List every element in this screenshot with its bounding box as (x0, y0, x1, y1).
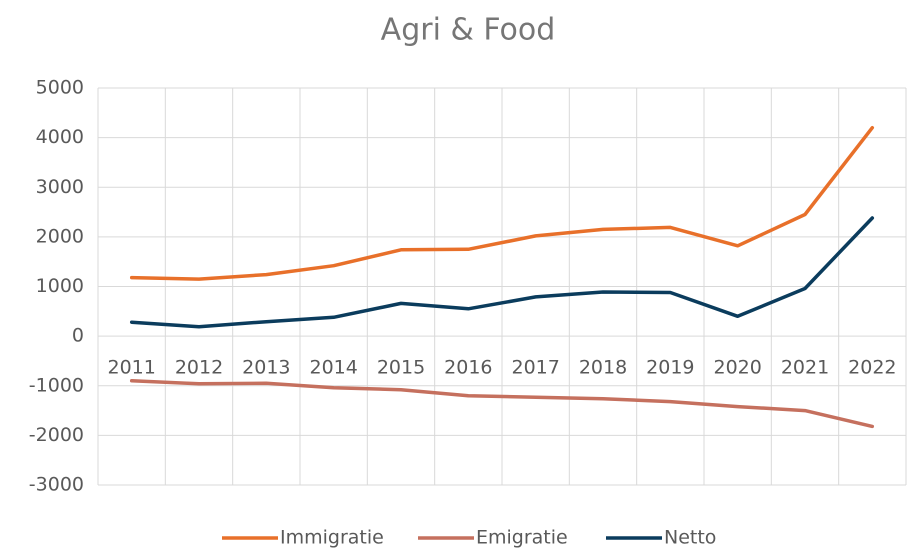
y-tick-label: -1000 (29, 374, 84, 396)
y-tick-label: 0 (72, 325, 84, 347)
x-tick-label: 2011 (107, 357, 155, 379)
y-tick-label: 4000 (36, 126, 84, 148)
legend-label: Immigratie (280, 527, 384, 549)
legend-label: Emigratie (476, 527, 568, 549)
x-tick-label: 2017 (511, 357, 559, 379)
x-tick-label: 2015 (377, 357, 425, 379)
y-tick-label: -3000 (29, 474, 84, 496)
y-tick-label: -2000 (29, 424, 84, 446)
x-tick-label: 2014 (309, 357, 357, 379)
series-line (129, 125, 875, 281)
y-tick-label: 2000 (36, 225, 84, 247)
x-tick-label: 2019 (646, 357, 694, 379)
legend-label: Netto (664, 527, 716, 549)
x-tick-label: 2018 (579, 357, 627, 379)
x-tick-label: 2016 (444, 357, 492, 379)
y-tick-label: 3000 (36, 176, 84, 198)
x-tick-label: 2021 (781, 357, 829, 379)
x-tick-label: 2013 (242, 357, 290, 379)
x-tick-label: 2020 (713, 357, 761, 379)
series-line (129, 216, 875, 329)
x-tick-label: 2022 (848, 357, 896, 379)
x-tick-label: 2012 (175, 357, 223, 379)
y-tick-label: 1000 (36, 275, 84, 297)
y-tick-label: 5000 (36, 77, 84, 99)
chart-title: Agri & Food (381, 13, 556, 48)
series-line (129, 379, 875, 429)
